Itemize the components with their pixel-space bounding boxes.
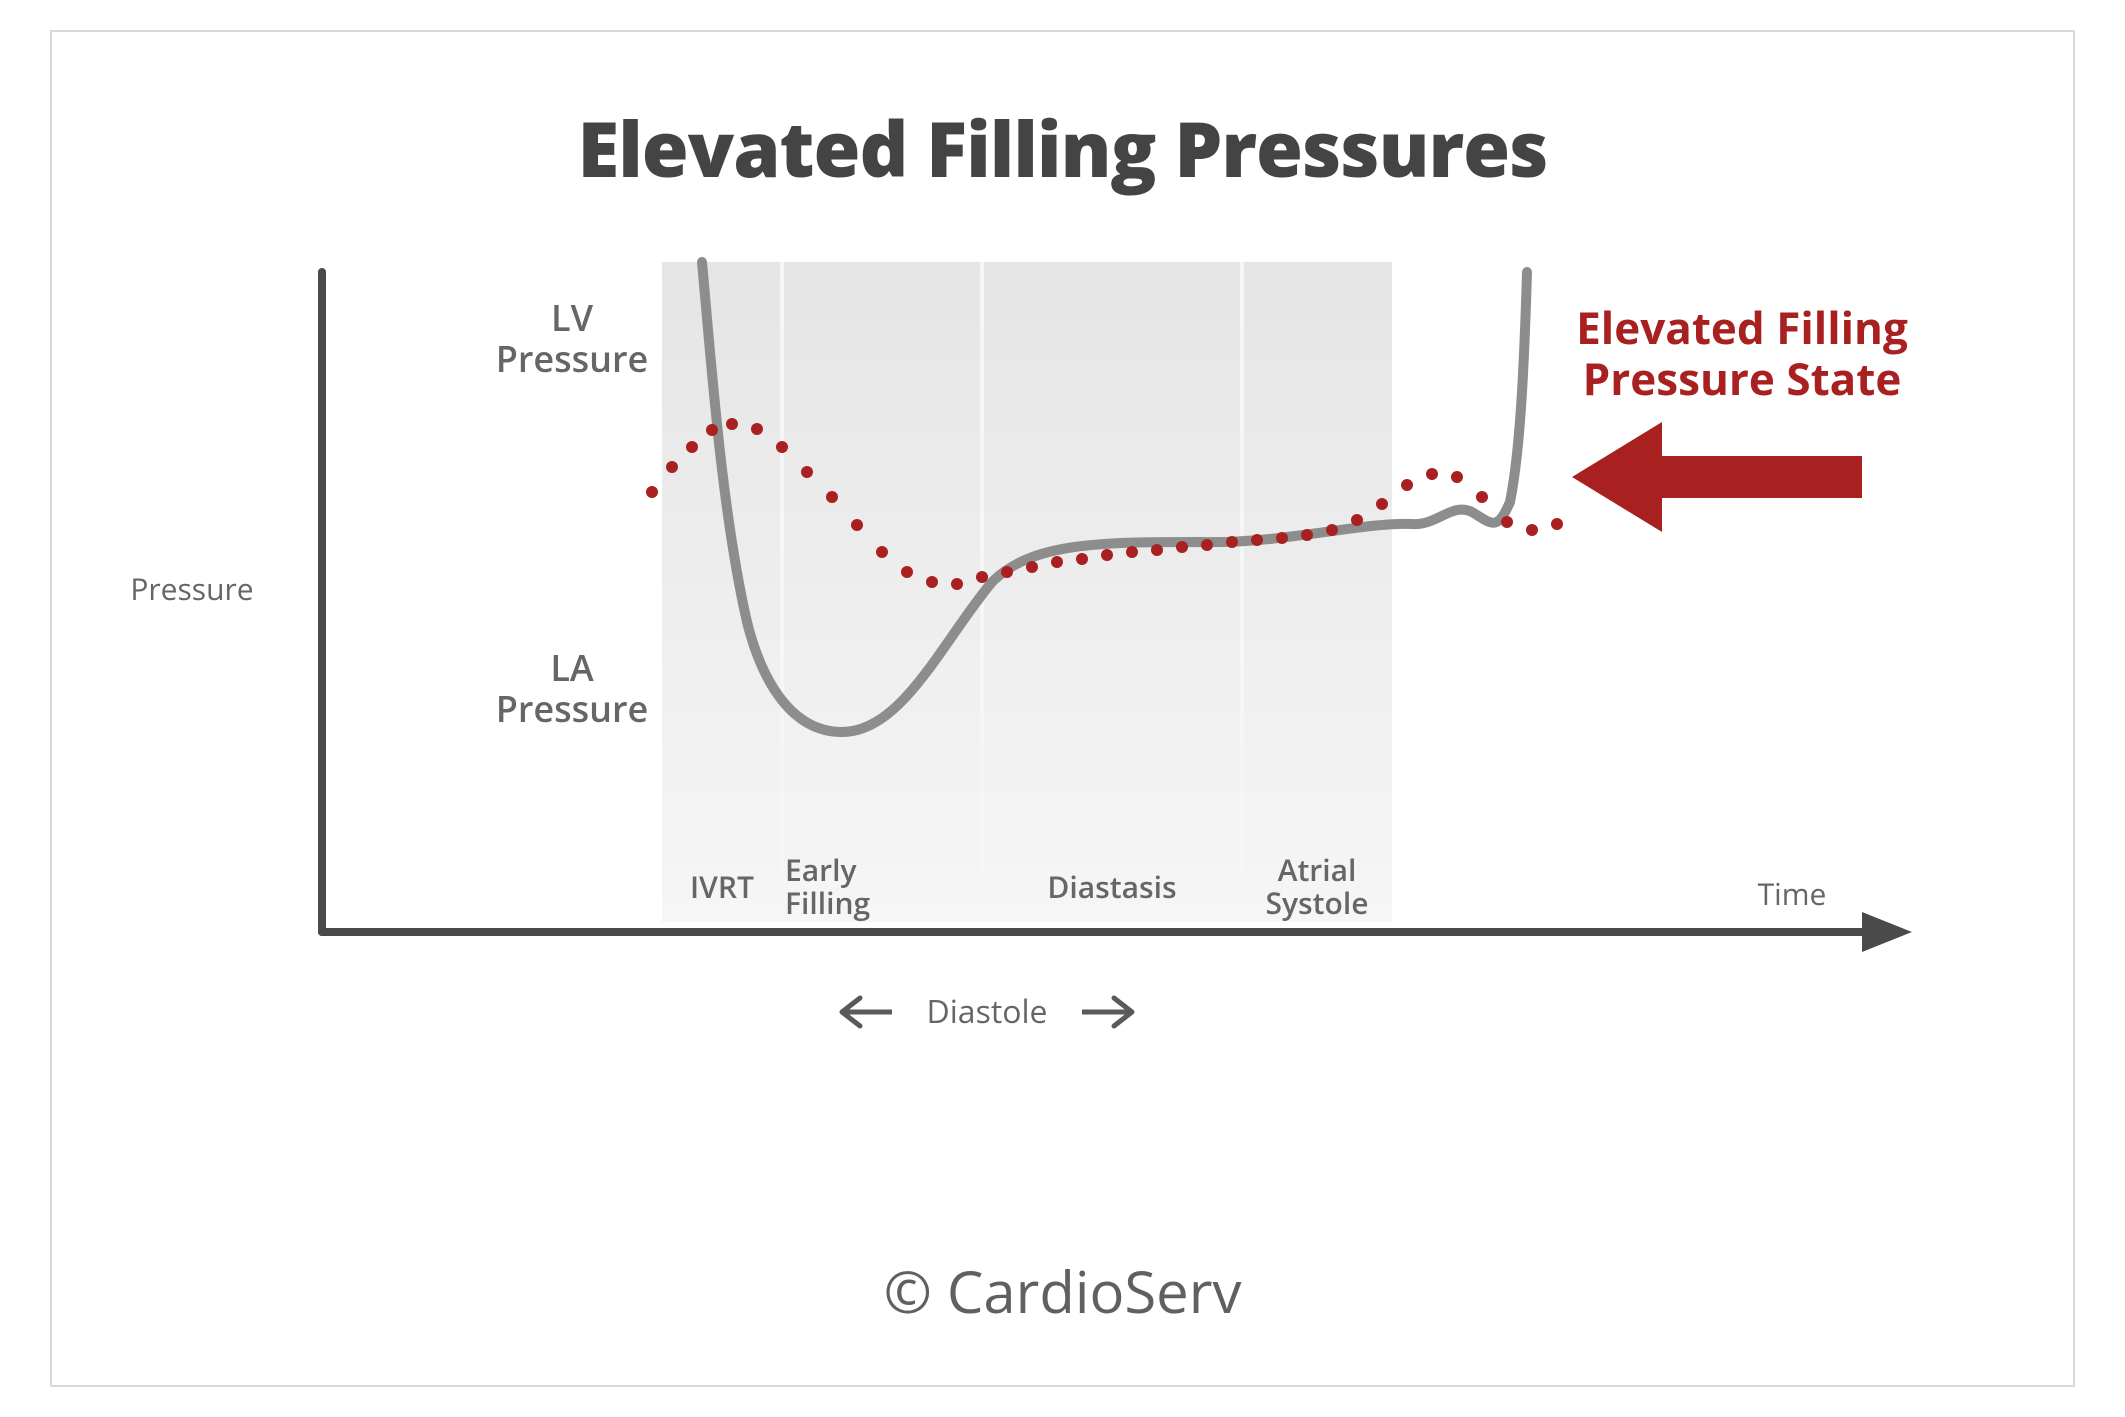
plot-area: Pressure Time LV Pressure LA Pressure IV…: [202, 252, 1922, 1052]
copyright-text: © CardioServ: [52, 1251, 2073, 1330]
diagram-frame: Elevated Filling Pressures Pressure Time…: [50, 30, 2075, 1387]
phase-label-atrial: Atrial Systole: [1247, 853, 1387, 919]
x-axis-label: Time: [1732, 877, 1852, 912]
phase-label-ivrt: IVRT: [662, 870, 782, 903]
phase-atrial-text: Atrial Systole: [1266, 849, 1369, 923]
callout-line2: Pressure State: [1583, 348, 1902, 408]
la-pressure-label: LA Pressure: [487, 647, 657, 730]
phase-early-text: Early Filling: [785, 849, 870, 923]
lv-pressure-label: LV Pressure: [487, 297, 657, 380]
phase-label-diastasis: Diastasis: [992, 870, 1232, 903]
la-text-bottom: Pressure: [496, 684, 649, 733]
chart-title: Elevated Filling Pressures: [52, 97, 2073, 200]
diastole-span-label: Diastole: [902, 994, 1072, 1031]
phase-label-early: Early Filling: [785, 853, 905, 919]
y-axis-label: Pressure: [112, 572, 272, 607]
callout-text: Elevated Filling Pressure State: [1562, 302, 1922, 403]
lv-text-bottom: Pressure: [496, 334, 649, 383]
